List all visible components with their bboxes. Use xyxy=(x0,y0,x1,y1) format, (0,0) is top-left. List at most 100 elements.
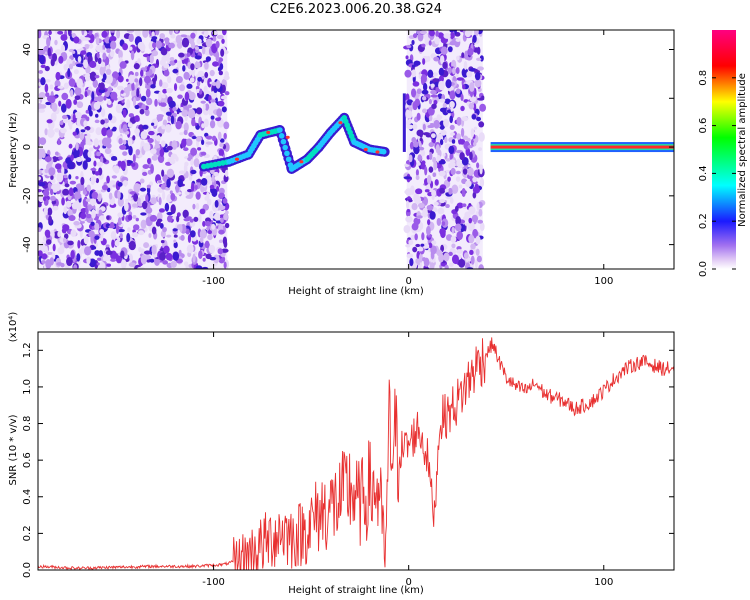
snr-line xyxy=(38,337,674,570)
snr-xtick-label: -100 xyxy=(202,577,225,588)
noise-speckle xyxy=(100,119,105,125)
noise-speckle xyxy=(178,249,182,256)
noise-speckle xyxy=(98,261,106,269)
noise-speckle xyxy=(168,30,173,36)
noise-speckle xyxy=(39,96,43,103)
noise-speckle xyxy=(445,158,451,162)
noise-speckle xyxy=(473,126,478,130)
noise-speckle xyxy=(140,130,148,140)
noise-speckle xyxy=(38,188,42,193)
noise-speckle xyxy=(173,241,178,249)
noise-speckle xyxy=(140,95,147,102)
noise-speckle xyxy=(112,165,120,173)
noise-speckle xyxy=(66,257,73,267)
spectrogram-xtick-label: 0 xyxy=(405,276,411,287)
noise-speckle xyxy=(39,243,47,252)
noise-speckle xyxy=(213,87,218,93)
noise-speckle xyxy=(182,209,189,219)
noise-speckle xyxy=(201,123,205,129)
noise-speckle xyxy=(185,138,193,147)
noise-speckle xyxy=(99,66,106,76)
noise-speckle xyxy=(47,182,52,189)
noise-speckle xyxy=(84,125,91,131)
signal-peak xyxy=(338,121,343,125)
noise-speckle xyxy=(142,164,150,169)
noise-speckle xyxy=(87,204,93,211)
noise-speckle xyxy=(455,176,461,182)
noise-speckle xyxy=(96,52,100,58)
noise-speckle xyxy=(192,203,196,210)
noise-speckle xyxy=(451,184,459,194)
noise-speckle xyxy=(451,139,456,144)
noise-speckle xyxy=(224,70,229,79)
noise-speckle xyxy=(133,97,137,107)
noise-speckle xyxy=(48,215,53,224)
noise-speckle xyxy=(124,198,129,204)
noise-speckle xyxy=(451,226,455,234)
noise-speckle xyxy=(175,120,182,130)
noise-speckle xyxy=(107,100,112,105)
noise-speckle xyxy=(91,191,99,200)
noise-speckle xyxy=(75,183,84,189)
noise-speckle xyxy=(43,207,48,216)
noise-speckle xyxy=(181,109,189,117)
noise-speckle xyxy=(462,135,469,141)
noise-speckle xyxy=(140,212,147,216)
noise-speckle xyxy=(97,193,102,202)
noise-speckle xyxy=(181,138,187,148)
noise-speckle xyxy=(48,30,52,35)
noise-speckle xyxy=(70,154,74,161)
noise-speckle xyxy=(195,191,201,200)
noise-speckle xyxy=(80,212,87,220)
noise-speckle xyxy=(475,248,480,256)
noise-speckle xyxy=(133,63,140,70)
noise-speckle xyxy=(172,228,178,232)
noise-speckle xyxy=(59,120,64,126)
noise-speckle xyxy=(58,100,62,107)
noise-speckle xyxy=(419,30,428,35)
noise-speckle xyxy=(198,250,203,259)
noise-speckle xyxy=(411,222,419,231)
noise-speckle xyxy=(447,176,451,182)
noise-speckle xyxy=(159,148,165,157)
noise-speckle xyxy=(467,221,475,232)
noise-speckle xyxy=(90,221,95,226)
noise-speckle xyxy=(447,67,453,74)
noise-speckle xyxy=(44,79,51,83)
noise-speckle xyxy=(451,243,456,249)
noise-speckle xyxy=(47,47,51,57)
noise-speckle xyxy=(181,37,190,48)
noise-speckle xyxy=(142,124,149,130)
noise-speckle xyxy=(106,48,111,54)
noise-speckle xyxy=(128,74,135,84)
noise-speckle xyxy=(210,115,215,120)
noise-speckle xyxy=(428,166,434,173)
noise-speckle xyxy=(112,126,117,131)
noise-speckle xyxy=(45,239,52,245)
noise-speckle xyxy=(88,110,93,117)
noise-speckle xyxy=(440,46,448,55)
noise-speckle xyxy=(166,87,173,94)
noise-speckle xyxy=(427,106,435,116)
noise-speckle xyxy=(126,99,131,110)
noise-speckle xyxy=(134,115,140,122)
noise-speckle xyxy=(454,223,462,232)
noise-speckle xyxy=(83,59,89,69)
noise-speckle xyxy=(150,84,156,89)
noise-speckle xyxy=(186,52,191,57)
noise-speckle xyxy=(442,61,448,70)
noise-speckle xyxy=(427,124,433,129)
noise-speckle xyxy=(422,257,426,262)
signal-core xyxy=(277,127,283,133)
noise-speckle xyxy=(99,82,105,91)
noise-speckle xyxy=(201,178,208,186)
noise-speckle xyxy=(197,76,203,82)
noise-speckle xyxy=(191,69,195,78)
noise-speckle xyxy=(447,46,453,53)
noise-speckle xyxy=(221,106,227,113)
noise-speckle xyxy=(444,264,449,269)
noise-speckle xyxy=(172,251,180,261)
noise-speckle xyxy=(405,244,411,248)
noise-speckle xyxy=(163,69,170,77)
noise-speckle xyxy=(440,55,445,65)
